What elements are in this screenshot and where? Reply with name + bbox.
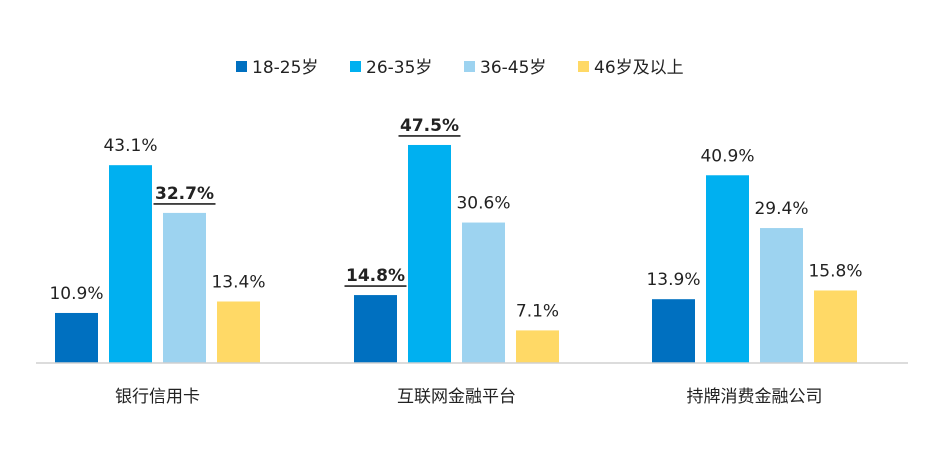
value-label-0-0: 10.9%	[49, 284, 103, 304]
value-label-0-3: 13.4%	[211, 272, 265, 292]
category-label-0: 银行信用卡	[115, 387, 200, 407]
bar-0-1	[109, 165, 152, 363]
legend-label-3: 46岁及以上	[594, 58, 684, 78]
bar-2-3	[814, 290, 857, 363]
bar-2-1	[706, 175, 749, 363]
bar-1-2	[462, 222, 505, 363]
bar-1-1	[408, 144, 451, 363]
category-labels: 银行信用卡 互联网金融平台 持牌消费金融公司	[115, 387, 823, 407]
value-label-0-1: 43.1%	[103, 136, 157, 156]
bar-1-3	[516, 330, 559, 363]
value-label-1-1: 47.5%	[400, 116, 459, 136]
value-label-2-3: 15.8%	[808, 261, 862, 281]
value-label-1-2: 30.6%	[456, 194, 510, 214]
legend: 18-25岁 26-35岁 36-45岁 46岁及以上	[236, 58, 684, 78]
legend-label-0: 18-25岁	[252, 58, 318, 78]
category-label-2: 持牌消费金融公司	[687, 387, 823, 407]
legend-label-1: 26-35岁	[366, 58, 432, 78]
legend-swatch-3	[578, 61, 589, 72]
value-label-1-3: 7.1%	[516, 301, 559, 321]
legend-label-2: 36-45岁	[480, 58, 546, 78]
legend-swatch-2	[464, 61, 475, 72]
category-label-1: 互联网金融平台	[397, 387, 516, 407]
bars	[55, 144, 857, 363]
legend-swatch-0	[236, 61, 247, 72]
value-label-2-1: 40.9%	[700, 146, 754, 166]
bar-0-3	[217, 301, 260, 363]
value-labels: 10.9% 43.1% 32.7% 13.4% 14.8% 47.5% 30.6% 7.1% 1…	[49, 116, 862, 321]
value-label-1-0: 14.8%	[346, 266, 405, 286]
value-label-0-2: 32.7%	[155, 184, 214, 204]
value-label-2-0: 13.9%	[646, 270, 700, 290]
bar-2-0	[652, 299, 695, 363]
bar-2-2	[760, 228, 803, 363]
bar-0-2	[163, 212, 206, 363]
bar-1-0	[354, 295, 397, 363]
value-label-2-2: 29.4%	[754, 199, 808, 219]
bar-0-0	[55, 312, 98, 363]
legend-swatch-1	[350, 61, 361, 72]
